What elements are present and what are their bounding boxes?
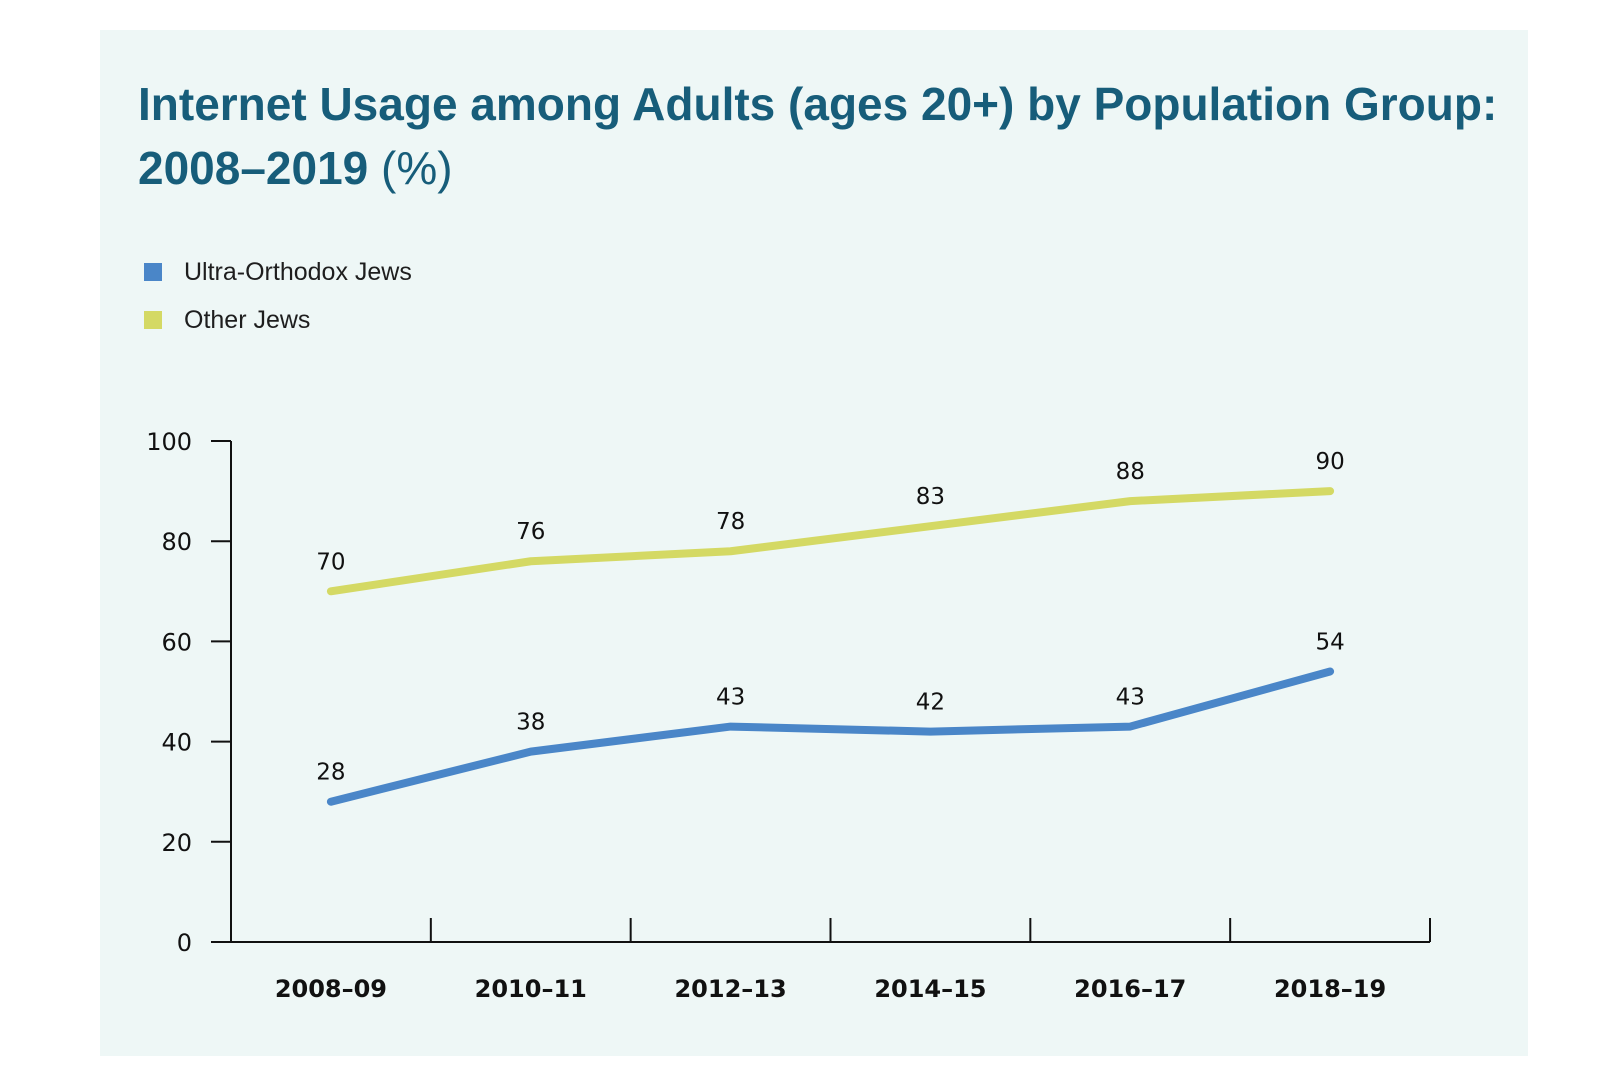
y-tick-label-0: 0 xyxy=(177,929,192,957)
data-label-s1-2: 78 xyxy=(716,509,745,535)
y-tick-label-60: 60 xyxy=(161,628,192,656)
x-tick-label-1: 2010–11 xyxy=(475,975,587,1003)
legend-label-ultra-orthodox: Ultra-Orthodox Jews xyxy=(184,257,412,286)
chart-title: Internet Usage among Adults (ages 20+) b… xyxy=(138,72,1558,200)
data-label-s1-5: 90 xyxy=(1315,449,1344,475)
data-label-s1-1: 76 xyxy=(516,519,545,545)
legend-label-other-jews: Other Jews xyxy=(184,305,311,334)
legend-item-other-jews: Other Jews xyxy=(144,305,310,335)
data-label-s0-0: 28 xyxy=(316,760,345,786)
x-tick-label-5: 2018–19 xyxy=(1274,975,1386,1003)
series-line-1 xyxy=(326,487,1335,596)
y-tick-label-20: 20 xyxy=(161,829,192,857)
legend-item-ultra-orthodox: Ultra-Orthodox Jews xyxy=(144,257,412,287)
x-tick-label-2: 2012–13 xyxy=(674,975,786,1003)
legend-swatch-other-jews xyxy=(144,311,162,329)
data-label-s0-1: 38 xyxy=(516,710,545,736)
data-label-s1-3: 83 xyxy=(916,484,945,510)
data-label-s0-4: 43 xyxy=(1116,685,1145,711)
x-tick-label-0: 2008–09 xyxy=(275,975,387,1003)
chart-title-text: Internet Usage among Adults (ages 20+) b… xyxy=(138,78,1498,194)
data-label-s1-4: 88 xyxy=(1116,459,1145,485)
chart-title-unit: (%) xyxy=(381,142,453,194)
x-tick-label-4: 2016–17 xyxy=(1074,975,1186,1003)
y-tick-label-40: 40 xyxy=(161,729,192,757)
y-tick-label-100: 100 xyxy=(146,428,192,456)
series-line-0 xyxy=(326,667,1335,806)
data-label-s0-2: 43 xyxy=(716,685,745,711)
data-label-s0-3: 42 xyxy=(916,690,945,716)
legend-swatch-ultra-orthodox xyxy=(144,263,162,281)
y-tick-label-80: 80 xyxy=(161,528,192,556)
data-label-s1-0: 70 xyxy=(316,549,345,575)
data-label-s0-5: 54 xyxy=(1315,629,1344,655)
x-tick-label-3: 2014–15 xyxy=(874,975,986,1003)
